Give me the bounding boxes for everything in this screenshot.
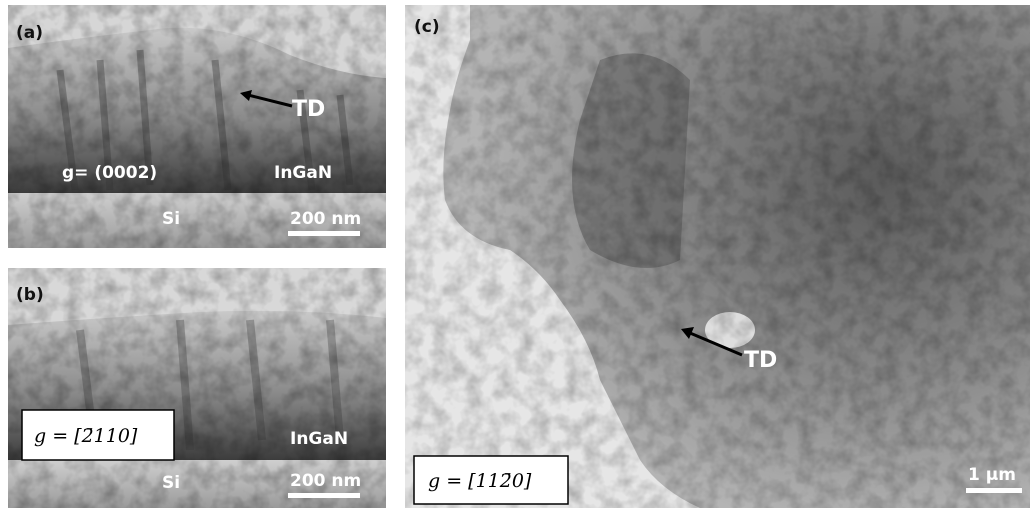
scale-bar-label: 200 nm (290, 209, 361, 229)
arrow-label: TD (292, 97, 325, 122)
g-vector: g = [2̄110] (34, 425, 138, 447)
scale-bar-label: 1 µm (968, 465, 1016, 485)
figure: (a) TD g= (0002) InGaN Si 200 nm (b) g =… (0, 0, 1032, 510)
substrate-label: Si (162, 209, 180, 229)
layer-label: InGaN (274, 163, 332, 183)
scale-bar (288, 231, 360, 236)
scale-bar-label: 200 nm (290, 471, 361, 491)
g-vector: g= (0002) (62, 163, 157, 183)
panel-label: (c) (414, 17, 440, 37)
arrow-label: TD (744, 348, 777, 373)
panel-label: (b) (16, 285, 44, 305)
panel-c-image (405, 5, 1030, 508)
substrate-label: Si (162, 473, 180, 493)
scale-bar (288, 493, 360, 498)
g-vector: g = [112̄0] (428, 470, 532, 492)
scale-bar (966, 488, 1022, 493)
panel-label: (a) (16, 23, 43, 43)
layer-label: InGaN (290, 429, 348, 449)
